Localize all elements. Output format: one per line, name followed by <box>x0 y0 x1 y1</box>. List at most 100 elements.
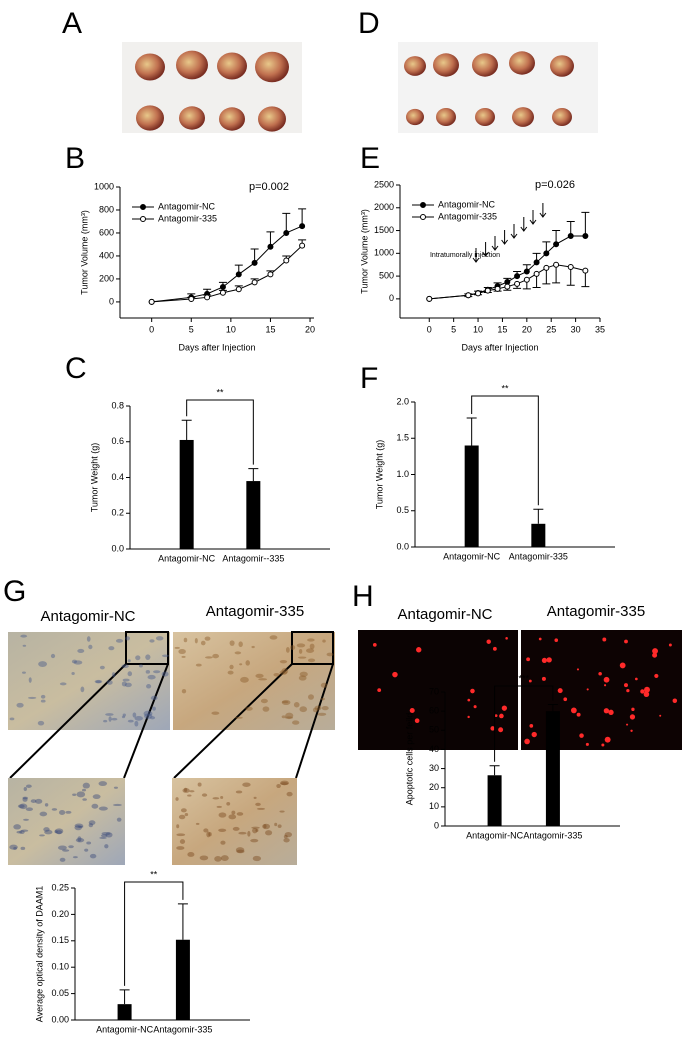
significance: *** <box>518 673 529 683</box>
data-point <box>567 263 574 270</box>
cell <box>51 808 58 811</box>
image-label: Antagomir-335 <box>547 603 645 620</box>
y-tick-label: 0.25 <box>51 882 69 892</box>
error-bar <box>533 508 544 524</box>
tumor <box>255 51 289 83</box>
cell <box>54 828 64 835</box>
data-point <box>523 268 530 275</box>
cell <box>127 671 133 677</box>
apoptotic-dot <box>372 642 377 647</box>
apoptotic-dot <box>602 637 607 642</box>
data-point <box>504 283 511 290</box>
data-point <box>299 223 306 230</box>
cell <box>194 638 198 644</box>
data-point <box>235 271 242 278</box>
cell <box>181 655 186 658</box>
cell <box>89 853 97 859</box>
data-point <box>204 294 211 301</box>
cell <box>183 787 188 793</box>
error-bar <box>489 765 500 776</box>
y-tick-label: 0.0 <box>111 543 124 553</box>
x-tick-label: 10 <box>226 324 236 334</box>
injection-arrow <box>539 203 547 218</box>
apoptotic-dot <box>608 709 614 716</box>
x-tick-label: 15 <box>497 324 507 334</box>
data-point <box>543 250 550 257</box>
tumor <box>135 53 165 81</box>
apoptotic-dot <box>392 671 398 678</box>
apoptotic-dot <box>531 731 537 738</box>
apoptotic-dot <box>619 662 626 669</box>
cell <box>277 824 282 829</box>
error-bar <box>119 989 130 1005</box>
cell <box>251 826 260 829</box>
cell <box>320 697 325 701</box>
apoptotic-dot <box>467 715 470 719</box>
cell <box>212 797 220 800</box>
apoptotic-dot <box>554 638 559 643</box>
cell <box>292 720 300 725</box>
apoptotic-dot <box>601 743 605 747</box>
apoptotic-dot <box>473 705 477 709</box>
cell <box>283 837 290 843</box>
cell <box>59 857 66 862</box>
data-point <box>553 241 560 248</box>
cell <box>206 831 211 838</box>
bar <box>487 775 502 826</box>
panel-label: F <box>360 362 378 395</box>
cell <box>326 652 334 657</box>
y-tick-label: 0.10 <box>51 962 69 972</box>
x-tick-label: 20 <box>522 324 532 334</box>
cell <box>262 706 270 712</box>
cell <box>82 798 87 801</box>
cell <box>65 810 72 814</box>
x-tick-label: 5 <box>189 324 194 334</box>
apoptotic-dot <box>486 639 491 644</box>
cell <box>98 806 108 811</box>
apoptotic-dot <box>644 686 650 693</box>
y-tick-label: 1.0 <box>396 469 409 479</box>
data-point <box>514 273 521 280</box>
cell <box>17 804 25 809</box>
apoptotic-dot <box>604 736 611 743</box>
y-axis-label: Tumor Weight (g) <box>89 443 99 513</box>
cell <box>199 855 209 861</box>
legend-marker <box>420 214 426 220</box>
cell <box>76 791 86 798</box>
cell <box>197 782 202 787</box>
cell <box>309 643 315 650</box>
data-point <box>484 287 491 294</box>
error-bar <box>547 703 558 712</box>
data-point <box>188 296 195 303</box>
cell <box>220 796 224 799</box>
cell <box>236 812 244 816</box>
p-value: p=0.026 <box>535 179 575 191</box>
data-point <box>267 243 274 250</box>
apoptotic-dot <box>529 724 534 728</box>
apoptotic-dot <box>546 657 552 663</box>
cell <box>105 832 113 838</box>
cell <box>113 786 118 789</box>
cell <box>228 814 237 820</box>
cell <box>121 715 126 719</box>
p-value: p=0.002 <box>249 181 289 193</box>
apoptotic-dot <box>505 637 508 640</box>
cell <box>71 659 78 664</box>
data-point <box>426 295 433 302</box>
cell <box>121 664 129 668</box>
y-tick-label: 0.8 <box>111 400 124 410</box>
cell <box>211 711 220 715</box>
zoom-line <box>9 663 127 779</box>
cell <box>91 803 99 809</box>
cell <box>276 784 281 789</box>
cell <box>40 699 46 703</box>
cell <box>321 705 329 711</box>
cell <box>59 682 67 686</box>
cell <box>212 653 220 659</box>
y-tick-label: 2000 <box>374 202 394 212</box>
cell <box>231 810 236 815</box>
y-tick-label: 30 <box>429 763 439 773</box>
significance-bracket <box>471 395 539 506</box>
cell <box>218 828 227 832</box>
